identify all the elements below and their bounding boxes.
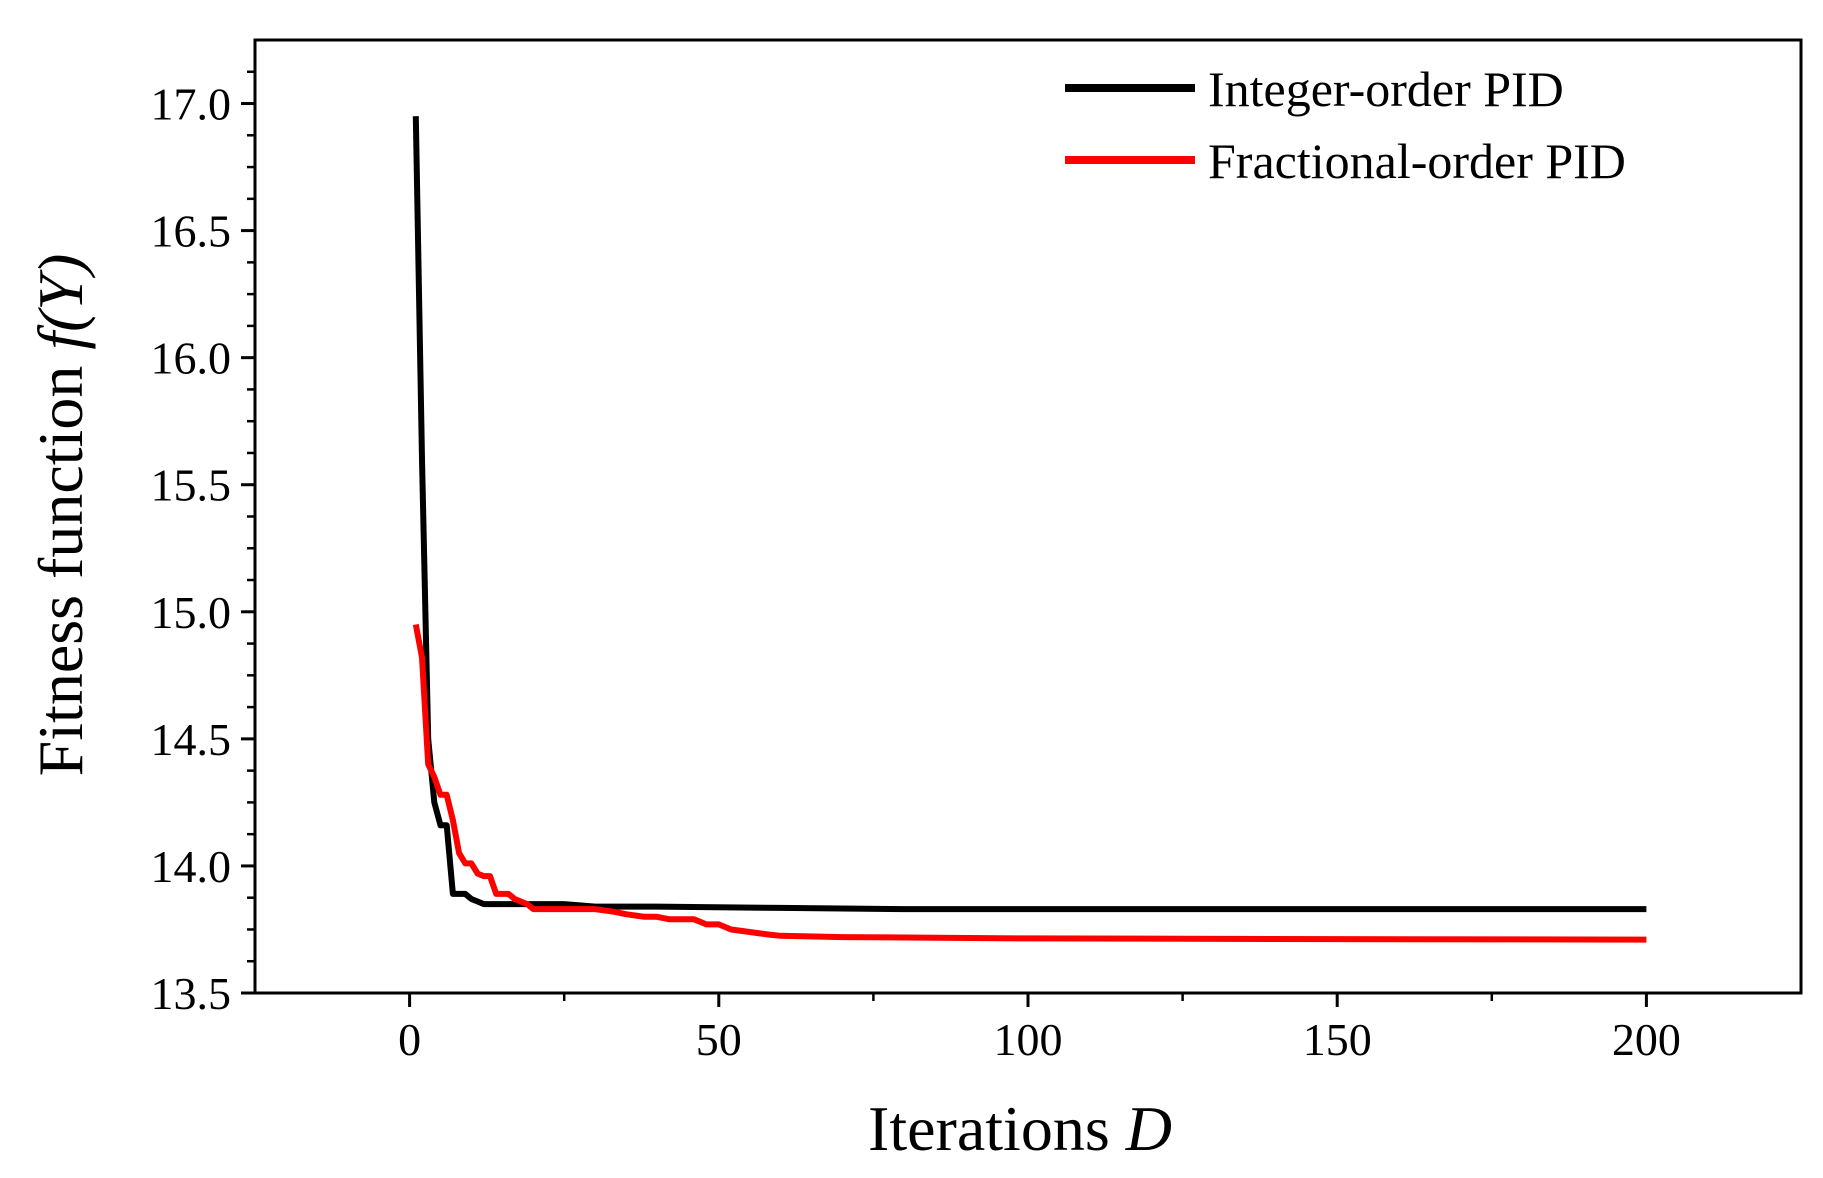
x-tick-label: 100 bbox=[994, 1014, 1063, 1065]
y-tick-label: 14.0 bbox=[151, 841, 232, 892]
axis-ticks bbox=[241, 70, 1648, 1007]
legend-label-fractional-order: Fractional-order PID bbox=[1208, 133, 1626, 189]
x-tick-label: 50 bbox=[696, 1014, 742, 1065]
x-tick-label: 150 bbox=[1303, 1014, 1372, 1065]
axis-tick-labels: 0 50 100 150 200 13.5 14.0 14.5 15.0 15.5 16.0 16.5… bbox=[151, 79, 1681, 1065]
y-axis-title-symbol: f(Y) bbox=[25, 254, 96, 350]
legend: Integer-order PID Fractional-order PID bbox=[1065, 61, 1626, 189]
x-tick-label: 0 bbox=[398, 1014, 421, 1065]
y-tick-label: 16.0 bbox=[151, 333, 232, 384]
y-tick-label: 15.5 bbox=[151, 460, 232, 511]
series-lines bbox=[412, 116, 1647, 943]
y-axis-title: Fitness function f(Y) bbox=[25, 254, 96, 777]
x-axis-title: Iterations D bbox=[868, 1093, 1172, 1164]
y-tick-label: 13.5 bbox=[151, 968, 232, 1019]
y-axis-title-text: Fitness function bbox=[25, 350, 96, 777]
x-axis-title-text: Iterations bbox=[868, 1093, 1126, 1164]
x-tick-label: 200 bbox=[1612, 1014, 1681, 1065]
series-line-integer-order bbox=[412, 116, 1647, 913]
y-tick-label: 14.5 bbox=[151, 714, 232, 765]
x-axis-title-symbol: D bbox=[1125, 1093, 1172, 1164]
y-tick-label: 17.0 bbox=[151, 79, 232, 130]
y-tick-label: 16.5 bbox=[151, 206, 232, 257]
series-line-fractional-order bbox=[412, 623, 1647, 943]
legend-label-integer-order: Integer-order PID bbox=[1208, 61, 1564, 117]
y-tick-label: 15.0 bbox=[151, 587, 232, 638]
